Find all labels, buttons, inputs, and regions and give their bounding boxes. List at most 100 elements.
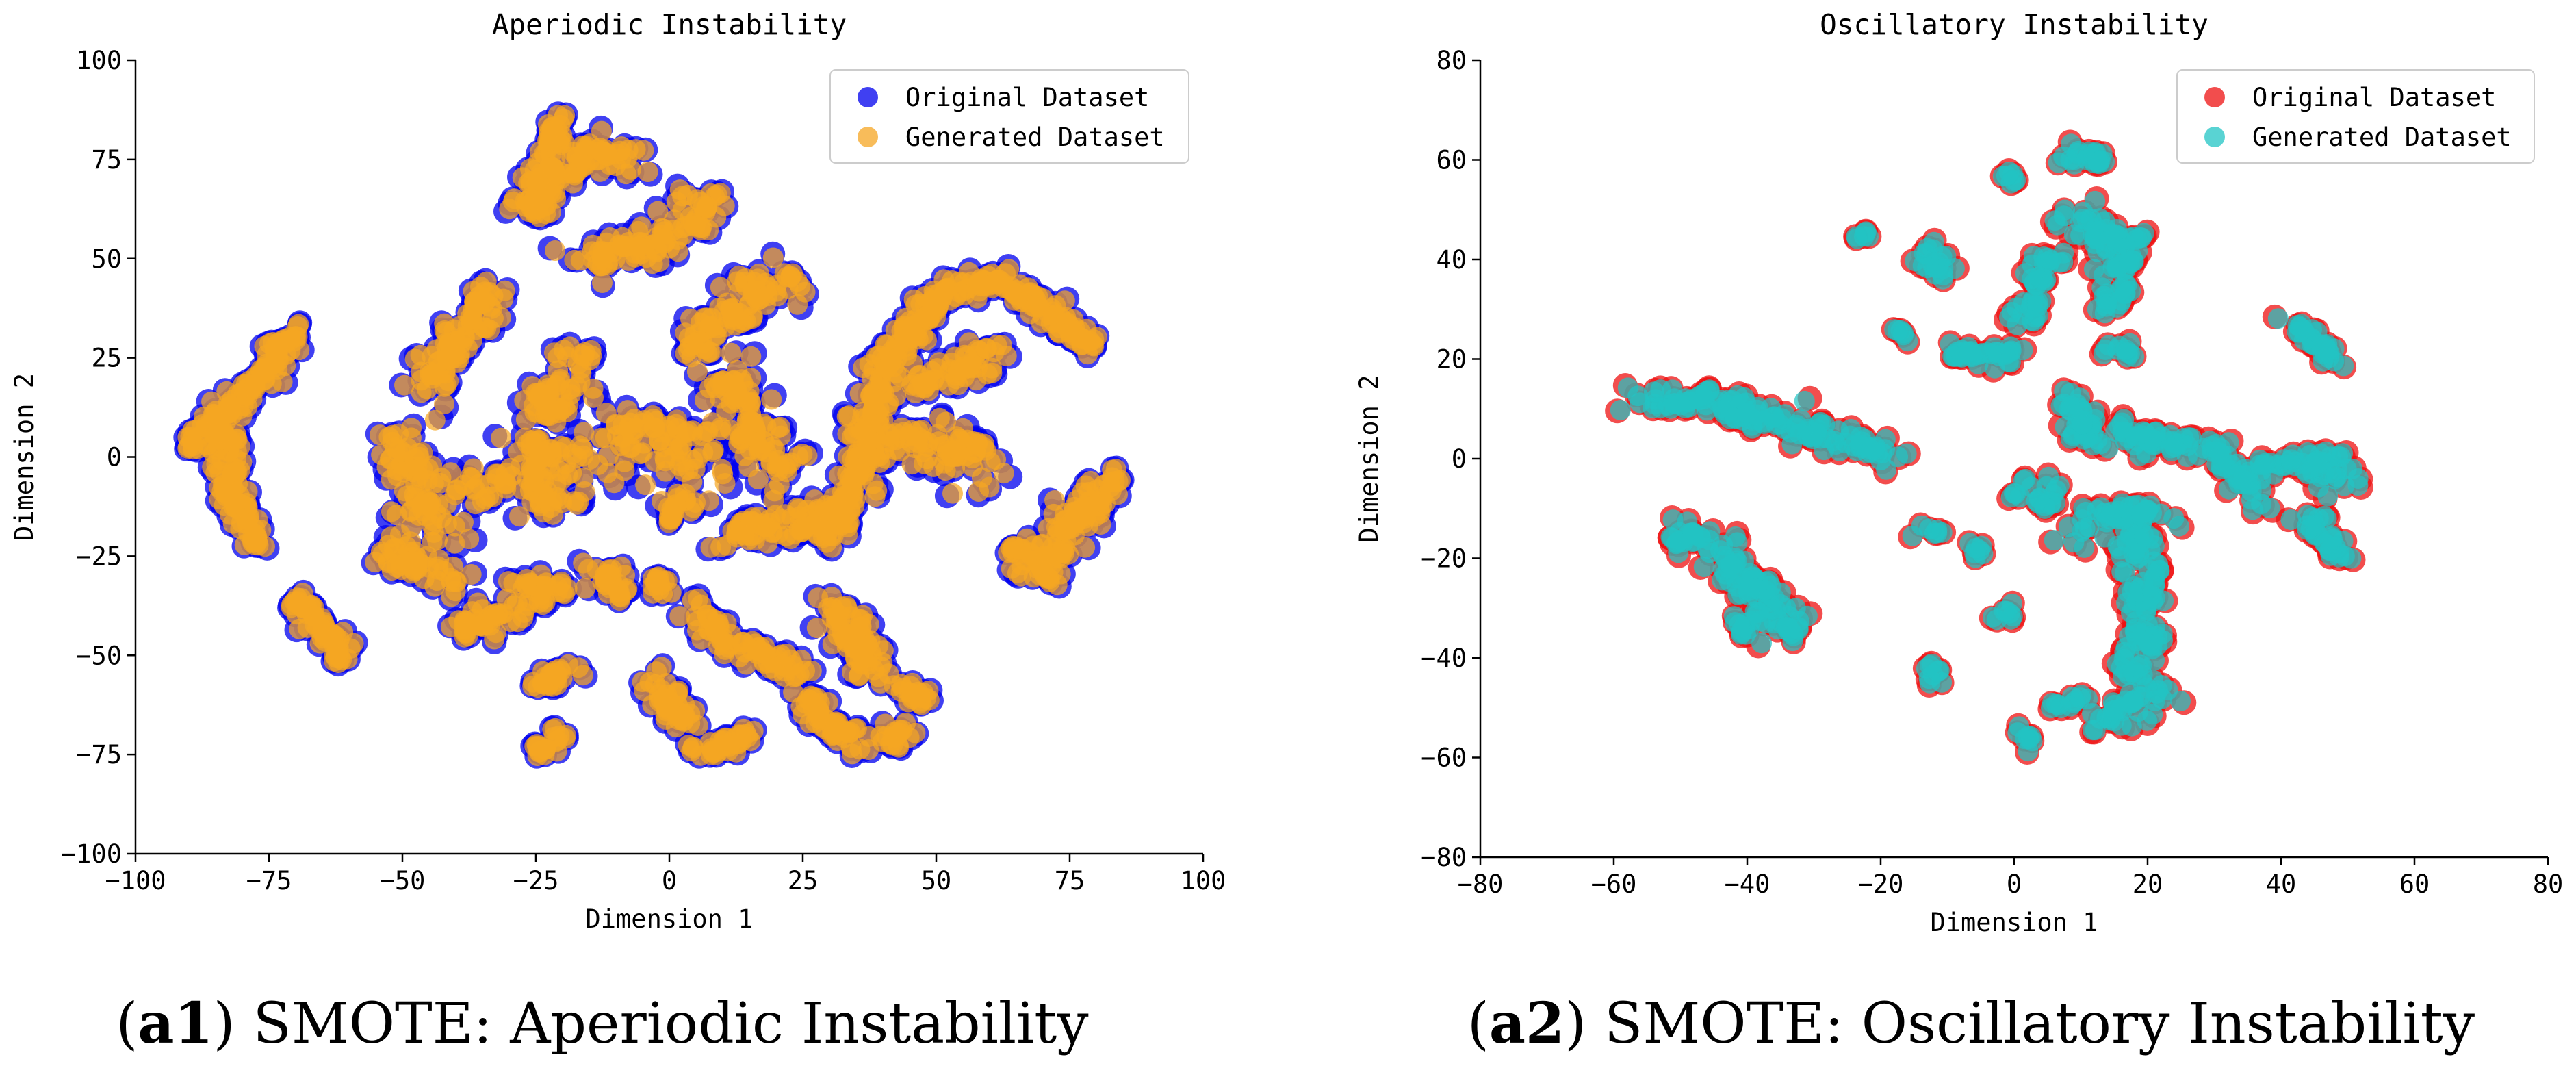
- data-point: [832, 625, 853, 646]
- x-tick-label: −75: [246, 866, 292, 895]
- data-point: [614, 451, 635, 472]
- data-point: [723, 370, 744, 391]
- data-point: [935, 435, 955, 456]
- series-original: [1605, 129, 2373, 765]
- data-point: [699, 342, 720, 363]
- data-point: [704, 373, 725, 394]
- data-point: [630, 444, 651, 465]
- data-point: [898, 691, 919, 713]
- data-point: [678, 459, 699, 481]
- data-point: [610, 435, 631, 457]
- data-point: [566, 147, 587, 168]
- data-point: [681, 346, 702, 368]
- data-point: [554, 105, 576, 126]
- data-point: [327, 642, 348, 663]
- y-tick-label: 0: [107, 443, 122, 472]
- y-tick-label: 50: [91, 244, 122, 274]
- y-tick-label: 100: [76, 46, 122, 75]
- data-point: [422, 515, 443, 536]
- data-point: [498, 571, 519, 592]
- data-point: [517, 569, 538, 589]
- data-point: [742, 507, 763, 528]
- data-point: [782, 263, 803, 284]
- data-point: [740, 346, 762, 367]
- data-point: [747, 268, 769, 290]
- data-point: [556, 401, 578, 422]
- data-point: [479, 319, 500, 340]
- data-point: [422, 531, 443, 552]
- data-point: [519, 479, 541, 500]
- data-point: [877, 396, 898, 417]
- data-point: [986, 270, 1007, 291]
- data-point: [682, 589, 703, 611]
- y-axis-label: Dimension 2: [10, 373, 39, 541]
- data-point: [227, 429, 248, 450]
- data-point: [860, 430, 881, 451]
- data-point: [573, 552, 594, 574]
- data-point: [499, 199, 520, 220]
- data-point: [491, 427, 512, 448]
- y-tick-label: 25: [91, 344, 122, 373]
- data-point: [727, 734, 749, 754]
- y-tick-label: −100: [61, 839, 122, 869]
- data-point: [548, 360, 569, 381]
- data-point: [523, 672, 543, 693]
- data-point: [856, 455, 877, 476]
- x-tick-label: 100: [1181, 866, 1226, 895]
- data-point: [986, 449, 1007, 470]
- data-point: [545, 240, 566, 261]
- legend-marker-original: [858, 87, 878, 107]
- data-point: [666, 192, 687, 213]
- data-point: [429, 472, 450, 494]
- data-point: [761, 389, 782, 410]
- data-point: [404, 561, 425, 582]
- data-point: [806, 618, 827, 639]
- data-point: [682, 737, 704, 757]
- data-point: [631, 216, 652, 238]
- legend-label-original: Original Dataset: [905, 83, 1149, 112]
- x-tick-label: 75: [1055, 866, 1085, 895]
- data-point: [765, 661, 786, 681]
- data-point: [574, 578, 595, 599]
- data-point: [1074, 506, 1095, 527]
- data-point: [866, 480, 888, 501]
- data-point: [443, 557, 464, 577]
- legend-marker-generated: [858, 127, 878, 147]
- data-point: [434, 376, 455, 397]
- data-point: [187, 438, 208, 459]
- data-point: [767, 461, 788, 482]
- data-point: [1044, 490, 1065, 511]
- data-point: [559, 336, 580, 357]
- data-point: [647, 567, 668, 588]
- data-point: [410, 344, 431, 366]
- y-tick-label: −25: [76, 542, 122, 571]
- data-point: [907, 366, 929, 387]
- data-point: [837, 513, 858, 534]
- data-point: [821, 525, 842, 546]
- data-point: [825, 715, 847, 736]
- data-point: [667, 683, 688, 704]
- data-point: [285, 330, 306, 351]
- data-point: [710, 183, 731, 204]
- data-point: [583, 387, 604, 408]
- data-point: [719, 419, 740, 440]
- data-point: [567, 162, 588, 183]
- data-point: [675, 216, 697, 237]
- data-point: [554, 583, 575, 605]
- data-point: [916, 436, 938, 457]
- data-point: [268, 332, 289, 353]
- data-point: [244, 519, 266, 540]
- data-point: [991, 335, 1012, 356]
- data-point: [424, 576, 446, 597]
- data-point: [480, 296, 501, 317]
- data-point: [763, 490, 784, 511]
- data-point: [615, 164, 636, 185]
- data-point: [378, 427, 400, 448]
- data-point: [381, 469, 402, 490]
- data-point: [882, 735, 903, 756]
- data-point: [480, 605, 502, 626]
- data-point: [390, 524, 411, 545]
- scatter-points: [173, 101, 1135, 769]
- data-point: [868, 635, 889, 657]
